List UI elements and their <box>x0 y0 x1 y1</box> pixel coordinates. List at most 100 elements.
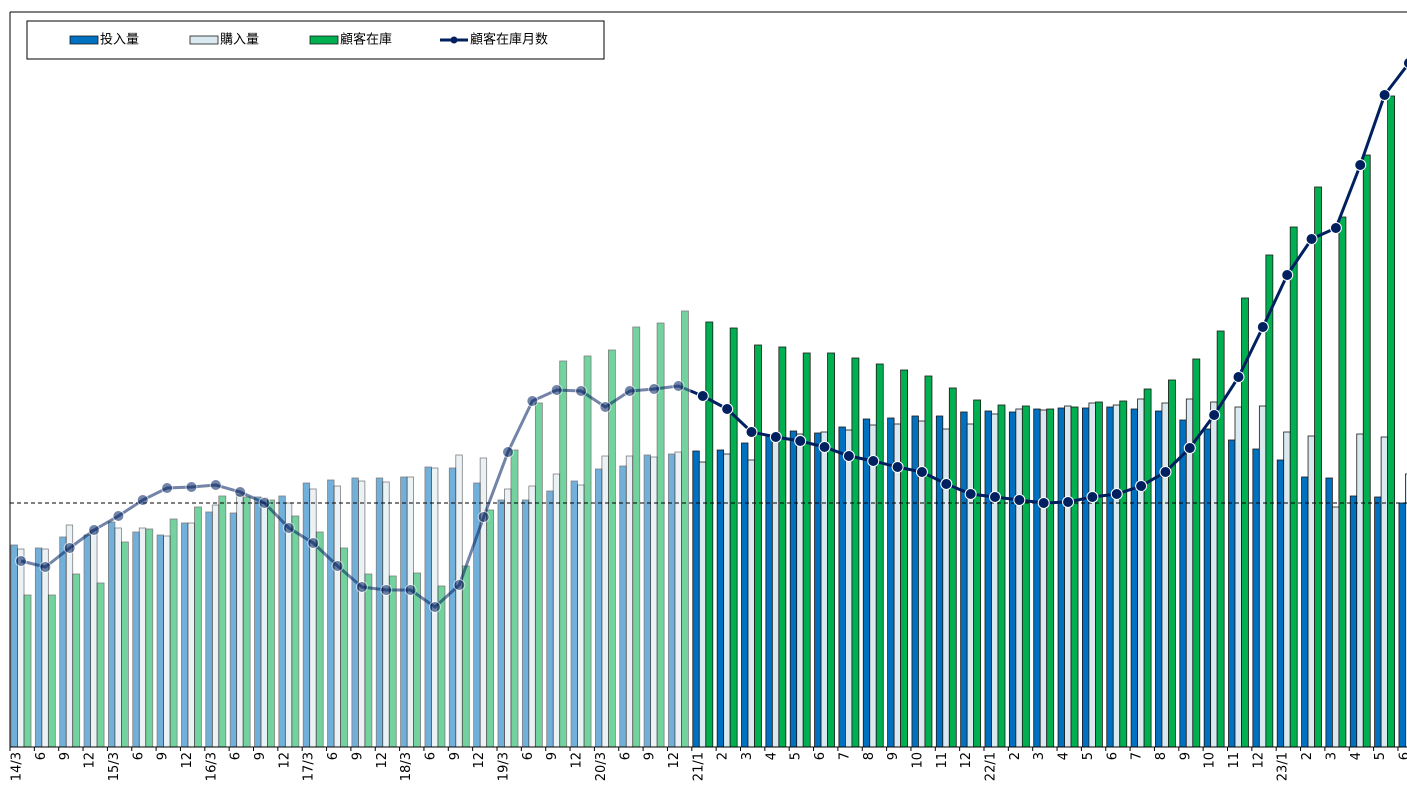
bar <box>1203 428 1212 748</box>
line-point <box>1135 480 1148 492</box>
bar <box>984 410 992 748</box>
bar <box>754 344 762 748</box>
bar <box>351 477 359 748</box>
line-point <box>696 390 709 402</box>
line-point <box>477 511 490 523</box>
bar <box>1155 410 1163 748</box>
bar <box>23 594 32 748</box>
bar <box>291 515 300 748</box>
x-tick-label: 18/3 <box>399 752 414 781</box>
x-tick-label: 6 <box>1105 752 1120 760</box>
x-tick-label: 10 <box>910 752 925 769</box>
bar <box>698 461 707 748</box>
bar <box>1398 502 1406 748</box>
bar <box>132 531 140 748</box>
x-tick-label: 21/1 <box>691 752 706 781</box>
bar <box>486 509 495 748</box>
bar <box>510 449 519 748</box>
bar <box>1405 473 1407 748</box>
x-tick-label: 9 <box>643 752 658 760</box>
bar <box>778 346 787 748</box>
bar <box>1216 330 1225 748</box>
bar <box>577 484 585 748</box>
bar <box>625 455 634 748</box>
line-point <box>1402 57 1407 69</box>
line-point <box>575 385 588 397</box>
x-tick-label: 19/3 <box>497 752 512 781</box>
x-tick-label: 12 <box>667 752 682 769</box>
bar <box>1234 406 1242 748</box>
bar <box>1161 402 1169 748</box>
bar <box>643 454 651 748</box>
bar <box>1356 433 1364 748</box>
bar <box>1301 476 1309 748</box>
legend-label: 顧客在庫月数 <box>470 32 548 48</box>
bar <box>65 524 74 748</box>
bar <box>796 433 804 748</box>
bar <box>1380 436 1388 748</box>
bar <box>1070 406 1079 748</box>
line-point <box>112 510 125 522</box>
bar <box>966 423 975 748</box>
line-point <box>526 395 539 407</box>
line-point <box>1037 497 1050 509</box>
x-tick-label: 6 <box>813 752 828 760</box>
bar <box>1137 398 1145 748</box>
x-tick-label: 9 <box>545 752 560 760</box>
x-tick-label: 8 <box>862 752 877 760</box>
bar <box>601 455 609 748</box>
bar <box>479 457 488 748</box>
bar <box>723 453 731 748</box>
bar <box>302 482 311 748</box>
line-point <box>672 380 685 392</box>
x-tick-label: 17/3 <box>302 752 317 781</box>
x-tick-label: 10 <box>1203 752 1218 769</box>
line-point <box>88 524 101 536</box>
bar <box>194 506 202 748</box>
line-point <box>355 581 368 593</box>
bar <box>948 387 957 748</box>
line-point <box>648 383 661 395</box>
bar <box>1082 407 1090 748</box>
bar <box>181 522 189 748</box>
x-tick-label: 14/3 <box>10 752 25 781</box>
bar <box>559 360 568 748</box>
x-tick-label: 9 <box>1178 752 1193 760</box>
legend-swatch <box>69 35 99 45</box>
legend: 投入量 購入量 顧客在庫 顧客在庫月数 <box>26 20 605 60</box>
bar <box>771 433 780 748</box>
bar <box>218 495 227 748</box>
bar <box>935 415 944 748</box>
line-point <box>1329 222 1342 234</box>
line-point <box>721 403 734 415</box>
bar <box>845 429 853 748</box>
bar <box>59 536 67 748</box>
bar <box>1283 431 1291 748</box>
bar <box>528 485 536 748</box>
bar <box>267 499 275 748</box>
line-point <box>1232 371 1245 383</box>
line-point <box>1281 269 1294 281</box>
line-point <box>891 461 904 473</box>
bar <box>284 502 293 748</box>
bar <box>1021 405 1030 748</box>
bar <box>145 528 154 748</box>
x-tick-label: 12 <box>83 752 98 769</box>
bar <box>875 363 884 748</box>
bar <box>814 432 822 748</box>
x-tick-label: 12 <box>277 752 292 769</box>
legend-label: 顧客在庫 <box>340 32 392 48</box>
x-tick-label: 6 <box>423 752 438 760</box>
line-point <box>940 478 953 490</box>
bar <box>400 476 408 748</box>
line-point <box>380 584 393 596</box>
bar <box>692 450 700 748</box>
line-point <box>307 537 320 549</box>
bar <box>681 310 689 748</box>
bar <box>765 435 773 748</box>
bar <box>827 352 835 748</box>
bar <box>1112 404 1121 748</box>
bar <box>1095 401 1103 748</box>
x-tick-label: 16/3 <box>204 752 219 781</box>
bar <box>229 512 238 748</box>
